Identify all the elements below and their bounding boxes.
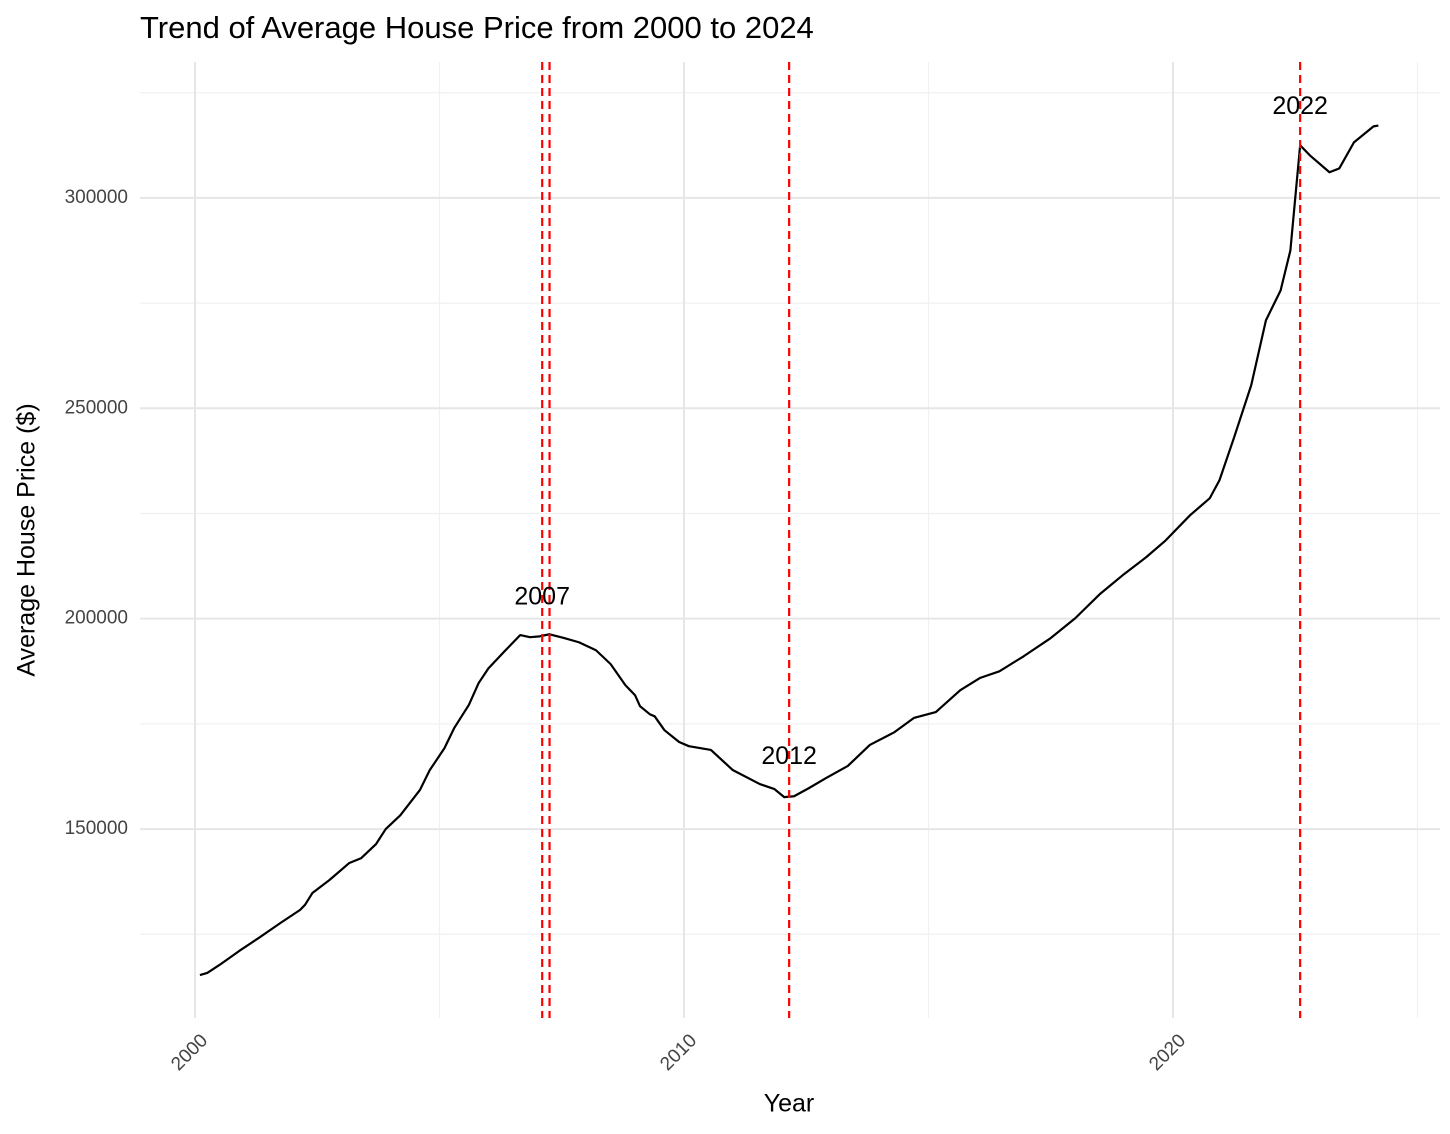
y-tick-label: 150000: [65, 818, 128, 839]
x-axis-title: Year: [764, 1090, 815, 1118]
chart-title: Trend of Average House Price from 2000 t…: [140, 10, 814, 45]
data-line: [199, 124, 1379, 977]
annotation: 2012: [761, 742, 817, 770]
y-tick-label: 200000: [65, 608, 128, 629]
y-axis-title: Average House Price ($): [13, 403, 41, 676]
annotation: 2022: [1272, 92, 1328, 120]
annotation: 2007: [514, 582, 570, 610]
y-tick-label: 250000: [65, 397, 128, 418]
x-tick-label: 2010: [656, 1030, 701, 1075]
x-tick-label: 2020: [1145, 1030, 1190, 1075]
y-tick-label: 300000: [65, 187, 128, 208]
x-tick-label: 2000: [167, 1030, 212, 1075]
